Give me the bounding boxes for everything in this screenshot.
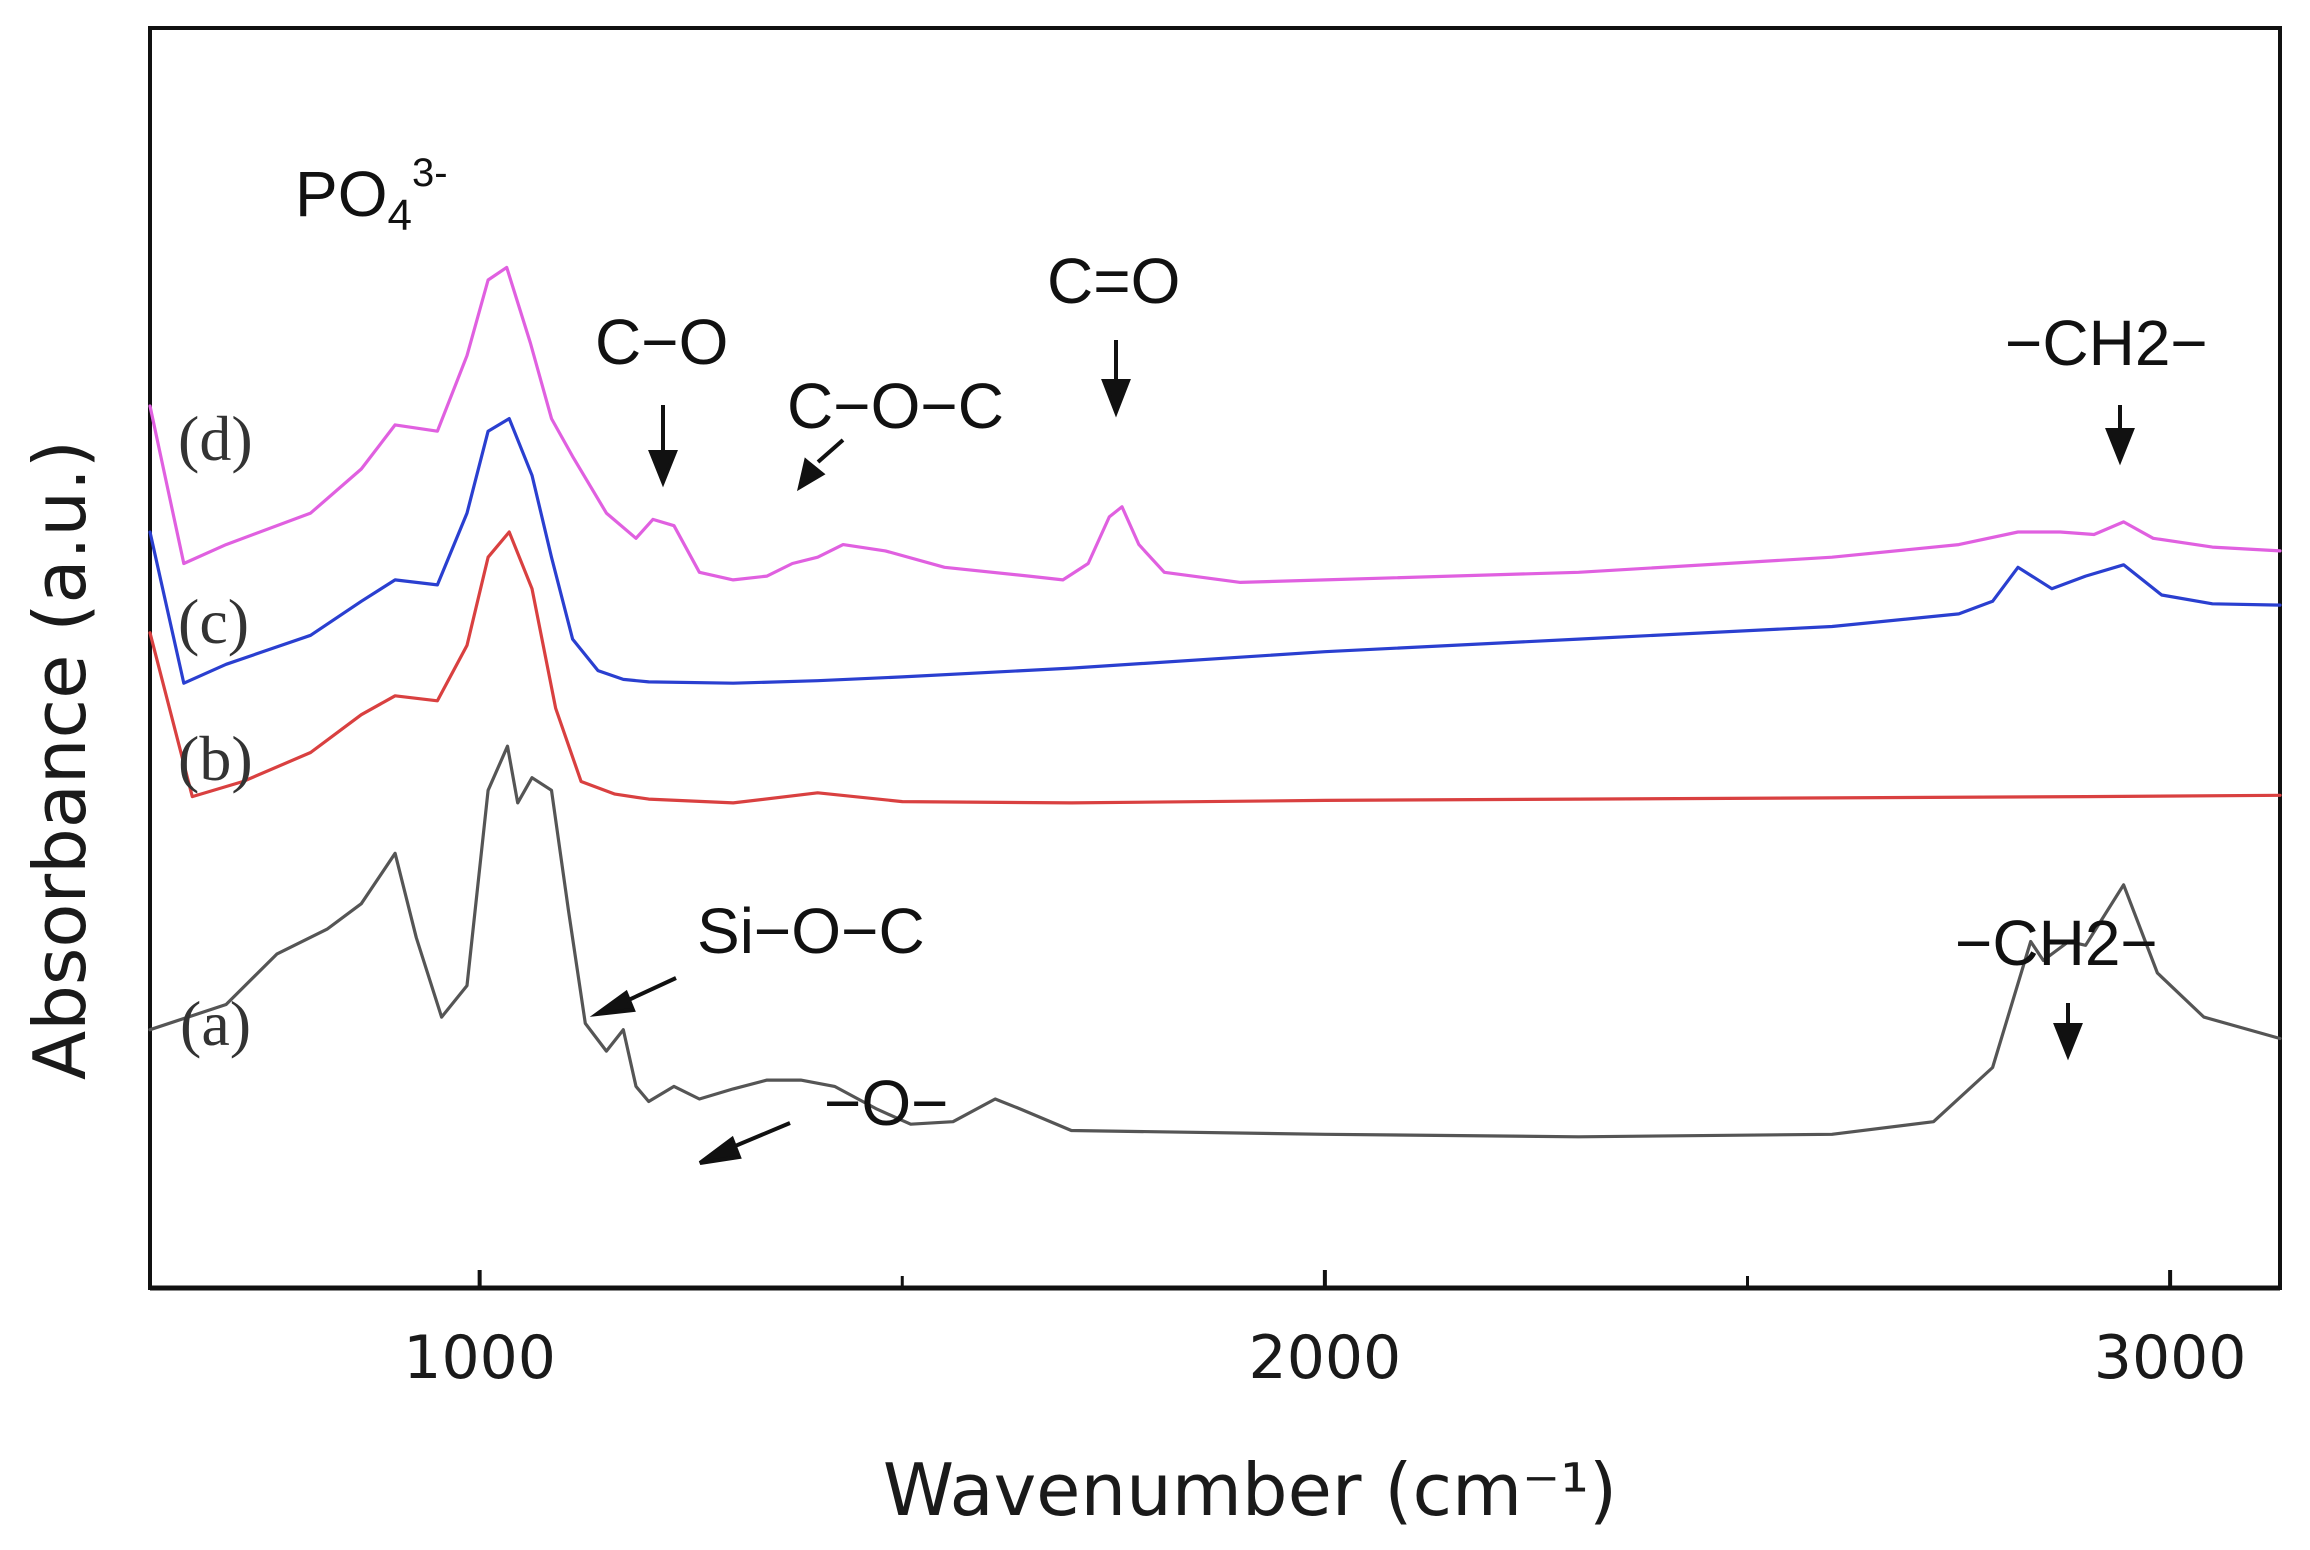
- arrow-ch2-bottom: [2053, 1003, 2083, 1061]
- series-label-a: (a): [180, 988, 251, 1059]
- annotation-c-eq-o: C=O: [1047, 245, 1180, 317]
- series-label-d: (d): [178, 403, 253, 474]
- annotation-arrows: [589, 340, 2135, 1165]
- x-ticks: [477, 1270, 2173, 1288]
- arrow-ch2-top: [2105, 405, 2135, 466]
- spectrum-trace-b: [148, 530, 2282, 805]
- annotation-c-o-c: C−O−C: [787, 370, 1004, 442]
- arrow-c-o-c: [797, 438, 845, 492]
- annotation-o: −O−: [824, 1067, 949, 1139]
- spectrum-trace-d: [148, 265, 2282, 584]
- x-tick-label: 2000: [1249, 1323, 1402, 1393]
- x-tick-label: 1000: [403, 1323, 556, 1393]
- series-label-c: (c): [178, 586, 249, 657]
- arrow-si-o-c: [589, 976, 677, 1017]
- spectrum-trace-c: [148, 417, 2282, 685]
- x-axis-title: Wavenumber (cm⁻¹): [883, 1448, 1617, 1532]
- series-label-b: (b): [178, 723, 253, 794]
- x-tick-labels: 1000 2000 3000: [403, 1323, 2246, 1393]
- annotation-c-o: C−O: [595, 306, 728, 378]
- annotation-po4-sub: 4: [387, 191, 411, 240]
- traces: [148, 265, 2282, 1139]
- x-tick-label: 3000: [2094, 1323, 2247, 1393]
- annotation-po4-base: PO: [295, 158, 387, 230]
- annotation-po4: PO43-: [295, 151, 448, 240]
- annotation-po4-sup: 3-: [412, 151, 448, 195]
- arrow-c-eq-o: [1101, 340, 1131, 418]
- spectrum-trace-a: [148, 744, 2282, 1139]
- arrow-c-o: [648, 405, 678, 488]
- annotation-si-o-c: Si−O−C: [697, 895, 925, 967]
- annotation-ch2-top: −CH2−: [2005, 307, 2208, 379]
- annotation-ch2-bottom: −CH2−: [1955, 907, 2158, 979]
- arrow-o: [698, 1121, 791, 1165]
- y-axis-title: Absorbance (a.u.): [18, 440, 102, 1080]
